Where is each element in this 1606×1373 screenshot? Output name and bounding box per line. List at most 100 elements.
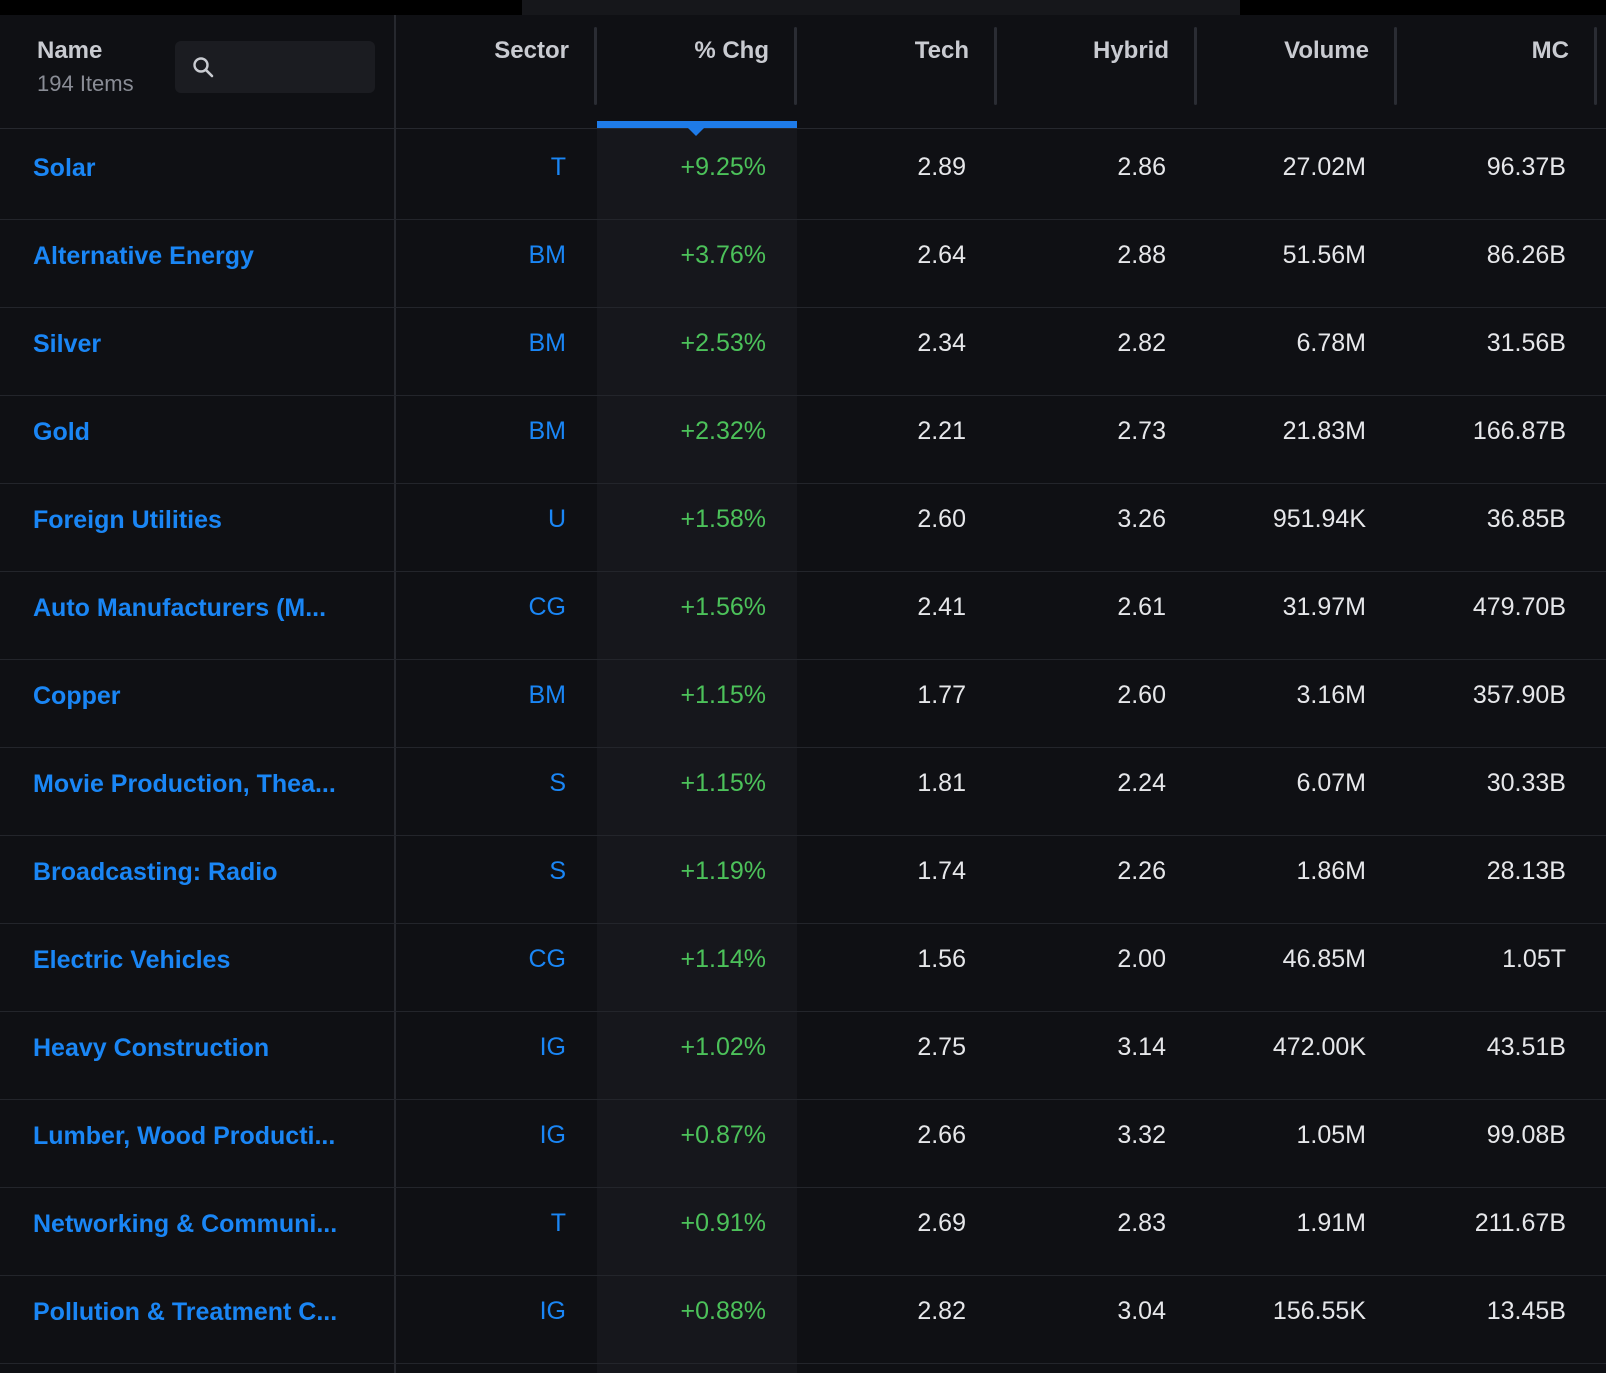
tech-score: 2.82 [917,1297,966,1325]
percent-change: +2.32% [680,417,767,445]
industry-name-link[interactable]: Copper [33,682,121,710]
mc-column-header[interactable]: MC [1397,15,1597,128]
hybrid-column-header[interactable]: Hybrid [997,15,1197,128]
tech-score: 2.60 [917,505,966,533]
sector-code[interactable]: S [549,769,566,797]
market-cap-value: 166.87B [1472,417,1566,445]
sector-code[interactable]: BM [528,241,567,269]
tech-score: 2.75 [917,1033,966,1061]
table-row[interactable]: Foreign Utilities U +1.58% 2.60 3.26 951.94K 3… [0,481,1606,572]
table-row[interactable]: Auto Manufacturers (M... CG +1.56% 2.41 2.61… [0,569,1606,660]
sort-indicator-bar [597,121,797,128]
sector-code[interactable]: T [550,1209,566,1237]
hybrid-score: 2.86 [1117,153,1166,181]
industry-name-link[interactable]: Lumber, Wood Producti... [33,1122,336,1150]
industry-name-link[interactable]: Solar [33,154,96,182]
market-cap-value: 13.45B [1486,1297,1566,1325]
volume-value: 1.91M [1296,1209,1366,1237]
hybrid-score: 2.60 [1117,681,1166,709]
market-cap-value: 479.70B [1472,593,1566,621]
percent-change: +0.87% [680,1121,767,1149]
percent-change: +1.58% [680,505,767,533]
sector-code[interactable]: IG [539,1033,566,1061]
industry-name-link[interactable]: Alternative Energy [33,242,254,270]
sector-code[interactable]: IG [539,1121,566,1149]
sector-code[interactable]: CG [528,593,567,621]
table-row[interactable]: Electric Vehicles CG +1.14% 1.56 2.00 46.85M 1… [0,921,1606,1012]
hybrid-header-label: Hybrid [1092,37,1169,64]
sector-code[interactable]: BM [528,681,567,709]
market-cap-value: 99.08B [1486,1121,1566,1149]
volume-header-label: Volume [1284,37,1369,64]
volume-column-header[interactable]: Volume [1197,15,1397,128]
table-row[interactable]: Networking & Communi... T +0.91% 2.69 2.83 1.… [0,1185,1606,1276]
percent-change: +1.15% [680,769,767,797]
column-resize-handle[interactable] [1594,27,1597,105]
hybrid-score: 3.32 [1117,1121,1166,1149]
column-resize-handle[interactable] [1194,27,1197,105]
tech-column-header[interactable]: Tech [797,15,997,128]
volume-value: 31.97M [1282,593,1366,621]
name-column-header[interactable]: Name 194 Items [0,15,396,128]
sector-code[interactable]: CG [528,945,567,973]
sector-code[interactable]: BM [528,417,567,445]
industry-name-link[interactable]: Auto Manufacturers (M... [33,594,327,622]
industry-name-link[interactable]: Gold [33,418,90,446]
percent-change: +1.14% [680,945,767,973]
sector-code[interactable]: T [550,153,566,181]
industry-name-link[interactable]: Broadcasting: Radio [33,858,278,886]
table-row[interactable]: Silver BM +2.53% 2.34 2.82 6.78M 31.56B [0,305,1606,396]
percent-change: +0.91% [680,1209,767,1237]
sector-code[interactable]: BM [528,329,567,357]
table-row[interactable]: Gold BM +2.32% 2.21 2.73 21.83M 166.87B [0,393,1606,484]
industry-name-link[interactable]: Silver [33,330,102,358]
top-bar-segment [522,0,1240,15]
industry-name-link[interactable]: Heavy Construction [33,1034,270,1062]
name-column-divider [394,128,396,1373]
tech-score: 2.66 [917,1121,966,1149]
table-header: Name 194 Items Sector % Chg Tech Hybrid [0,15,1606,129]
volume-value: 1.86M [1296,857,1366,885]
volume-value: 6.78M [1296,329,1366,357]
sector-code[interactable]: S [549,857,566,885]
industry-name-link[interactable]: Foreign Utilities [33,506,222,534]
market-cap-value: 43.51B [1486,1033,1566,1061]
percent-change: +1.02% [680,1033,767,1061]
column-resize-handle[interactable] [1394,27,1397,105]
tech-score: 2.64 [917,241,966,269]
tech-score: 1.81 [917,769,966,797]
tech-score: 2.69 [917,1209,966,1237]
sector-code[interactable]: U [547,505,566,533]
industry-name-link[interactable]: Networking & Communi... [33,1210,338,1238]
table-row[interactable]: Lumber, Wood Producti... IG +0.87% 2.66 3.32… [0,1097,1606,1188]
sector-column-header[interactable]: Sector [397,15,597,128]
search-input[interactable] [175,41,375,93]
table-row[interactable]: Movie Production, Thea... S +1.15% 1.81 2.24… [0,745,1606,836]
table-row[interactable]: Pollution & Treatment C... IG +0.88% 2.82 3.… [0,1273,1606,1364]
industry-name-link[interactable]: Pollution & Treatment C... [33,1298,338,1326]
sector-code[interactable]: IG [539,1297,566,1325]
volume-value: 156.55K [1272,1297,1366,1325]
market-cap-value: 31.56B [1486,329,1566,357]
column-resize-handle[interactable] [994,27,997,105]
percent-change: +9.25% [680,153,767,181]
hybrid-score: 2.82 [1117,329,1166,357]
table-row[interactable]: Heavy Construction IG +1.02% 2.75 3.14 472.00… [0,1009,1606,1100]
table-row[interactable]: Copper BM +1.15% 1.77 2.60 3.16M 357.90B [0,657,1606,748]
tech-score: 2.34 [917,329,966,357]
chg-column-header[interactable]: % Chg [597,15,797,128]
column-resize-handle[interactable] [794,27,797,105]
volume-value: 3.16M [1296,681,1366,709]
table-row[interactable]: Solar T +9.25% 2.89 2.86 27.02M 96.37B [0,129,1606,220]
column-resize-handle[interactable] [594,27,597,105]
volume-value: 46.85M [1282,945,1366,973]
industry-name-link[interactable]: Movie Production, Thea... [33,770,336,798]
industry-name-link[interactable]: Electric Vehicles [33,946,231,974]
search-icon [193,57,214,78]
tech-score: 1.77 [917,681,966,709]
volume-value: 51.56M [1282,241,1366,269]
tech-header-label: Tech [914,37,969,64]
table-row[interactable]: Alternative Energy BM +3.76% 2.64 2.88 51.56M… [0,217,1606,308]
table-row[interactable]: Broadcasting: Radio S +1.19% 1.74 2.26 1.86M 2… [0,833,1606,924]
volume-value: 472.00K [1272,1033,1366,1061]
